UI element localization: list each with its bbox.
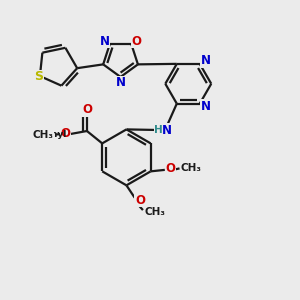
Text: S: S	[34, 70, 43, 83]
Text: N: N	[162, 124, 172, 136]
Text: methyl: methyl	[31, 130, 67, 139]
Text: CH₃: CH₃	[144, 207, 165, 218]
Text: H: H	[154, 125, 163, 135]
Text: O: O	[165, 162, 175, 175]
Text: N: N	[201, 54, 211, 68]
Text: O: O	[60, 127, 70, 140]
Text: O: O	[82, 103, 92, 116]
Text: O: O	[135, 194, 145, 207]
Text: N: N	[201, 100, 211, 113]
Text: O: O	[132, 34, 142, 47]
Text: CH₃: CH₃	[33, 130, 54, 140]
Text: N: N	[116, 76, 126, 89]
Text: N: N	[100, 34, 110, 47]
Text: CH₃: CH₃	[181, 164, 202, 173]
